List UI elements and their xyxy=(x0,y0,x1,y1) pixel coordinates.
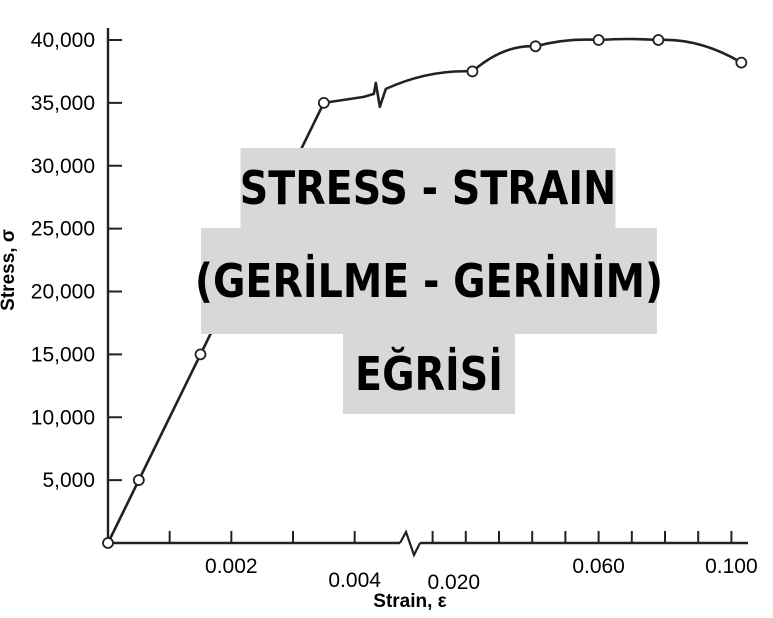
axes xyxy=(106,28,748,558)
y-axis-label: Stress, σ xyxy=(0,229,19,311)
data-point xyxy=(529,40,542,53)
x-tick-label: 0.060 xyxy=(572,555,625,578)
y-tick-label: 30,000 xyxy=(31,155,95,178)
title-line-2: (GERİLME - GERİNİM) xyxy=(195,228,663,334)
data-point xyxy=(194,348,207,361)
x-ticks: 0.002 0.004 0.020 0.060 0.100 xyxy=(168,531,758,594)
y-tick-label: 10,000 xyxy=(31,406,95,429)
y-tick-label: 35,000 xyxy=(31,92,95,115)
data-point xyxy=(735,56,748,69)
y-tick-label: 20,000 xyxy=(31,281,95,304)
data-point xyxy=(652,34,665,46)
data-point xyxy=(132,474,145,487)
x-tick-label: 0.002 xyxy=(205,555,258,578)
y-tick-label: 15,000 xyxy=(31,343,95,366)
data-point xyxy=(102,537,114,549)
data-point xyxy=(317,96,330,109)
y-ticks: 5,000 10,000 15,000 20,000 25,000 30,000 35,00… xyxy=(31,29,122,492)
x-tick-label: 0.004 xyxy=(328,569,381,592)
x-tick-label: 0.100 xyxy=(705,555,758,578)
y-tick-label: 40,000 xyxy=(31,29,95,52)
y-tick-label: 25,000 xyxy=(31,218,95,241)
title-line-3: EĞRİSİ xyxy=(343,334,515,414)
data-point xyxy=(592,34,605,46)
x-tick-label: 0.020 xyxy=(428,571,481,594)
y-tick-label: 5,000 xyxy=(42,469,95,492)
x-axis-label: Strain, ε xyxy=(373,591,446,612)
data-point xyxy=(466,65,479,78)
x-axis-break xyxy=(399,529,421,558)
title-line-1: STRESS - STRAIN xyxy=(240,148,616,228)
